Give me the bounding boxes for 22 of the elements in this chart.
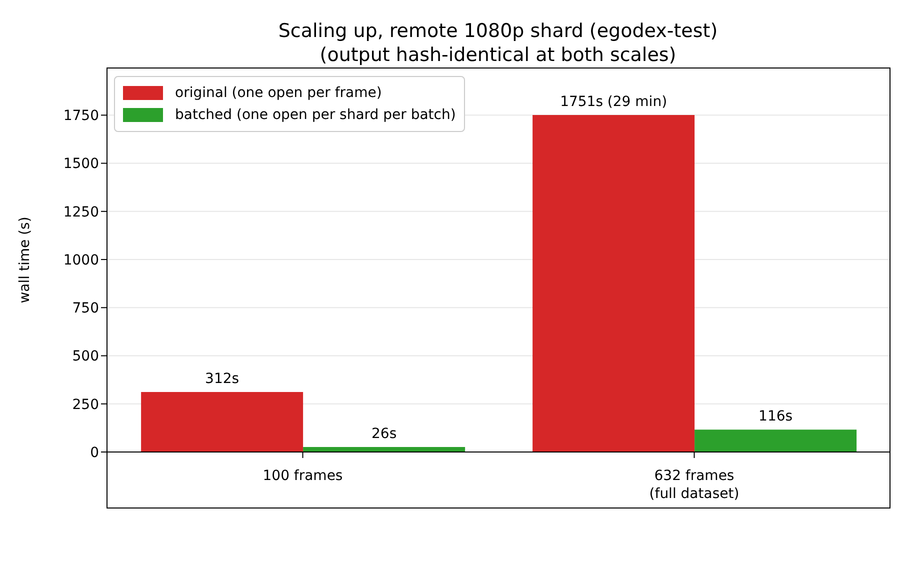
chart-title: Scaling up, remote 1080p shard (egodex-test) (output hash-identical at both scales) [278,20,718,66]
x-tick-label: 100 frames [262,468,343,484]
y-tick-label: 1500 [63,156,99,172]
y-tick-label: 1000 [63,252,99,268]
data-label: 116s [758,408,793,425]
data-label: 1751s (29 min) [560,94,668,110]
legend-label: batched (one open per shard per batch) [175,107,456,123]
y-tick-label: 1250 [63,204,99,220]
bar [141,392,304,452]
y-tick-label: 500 [72,348,99,365]
y-tick-label: 250 [72,396,99,413]
data-label: 26s [372,426,397,442]
y-tick-label: 0 [90,444,99,461]
data-label: 312s [205,370,240,387]
x-tick-label: 632 frames (full dataset) [649,468,740,502]
bar [694,430,857,452]
y-tick-label: 750 [72,300,99,317]
bar [532,114,695,452]
y-tick-label: 1750 [63,108,99,124]
legend-label: original (one open per frame) [175,85,382,101]
y-axis-title: wall time (s) [16,216,33,304]
bar [303,446,466,452]
